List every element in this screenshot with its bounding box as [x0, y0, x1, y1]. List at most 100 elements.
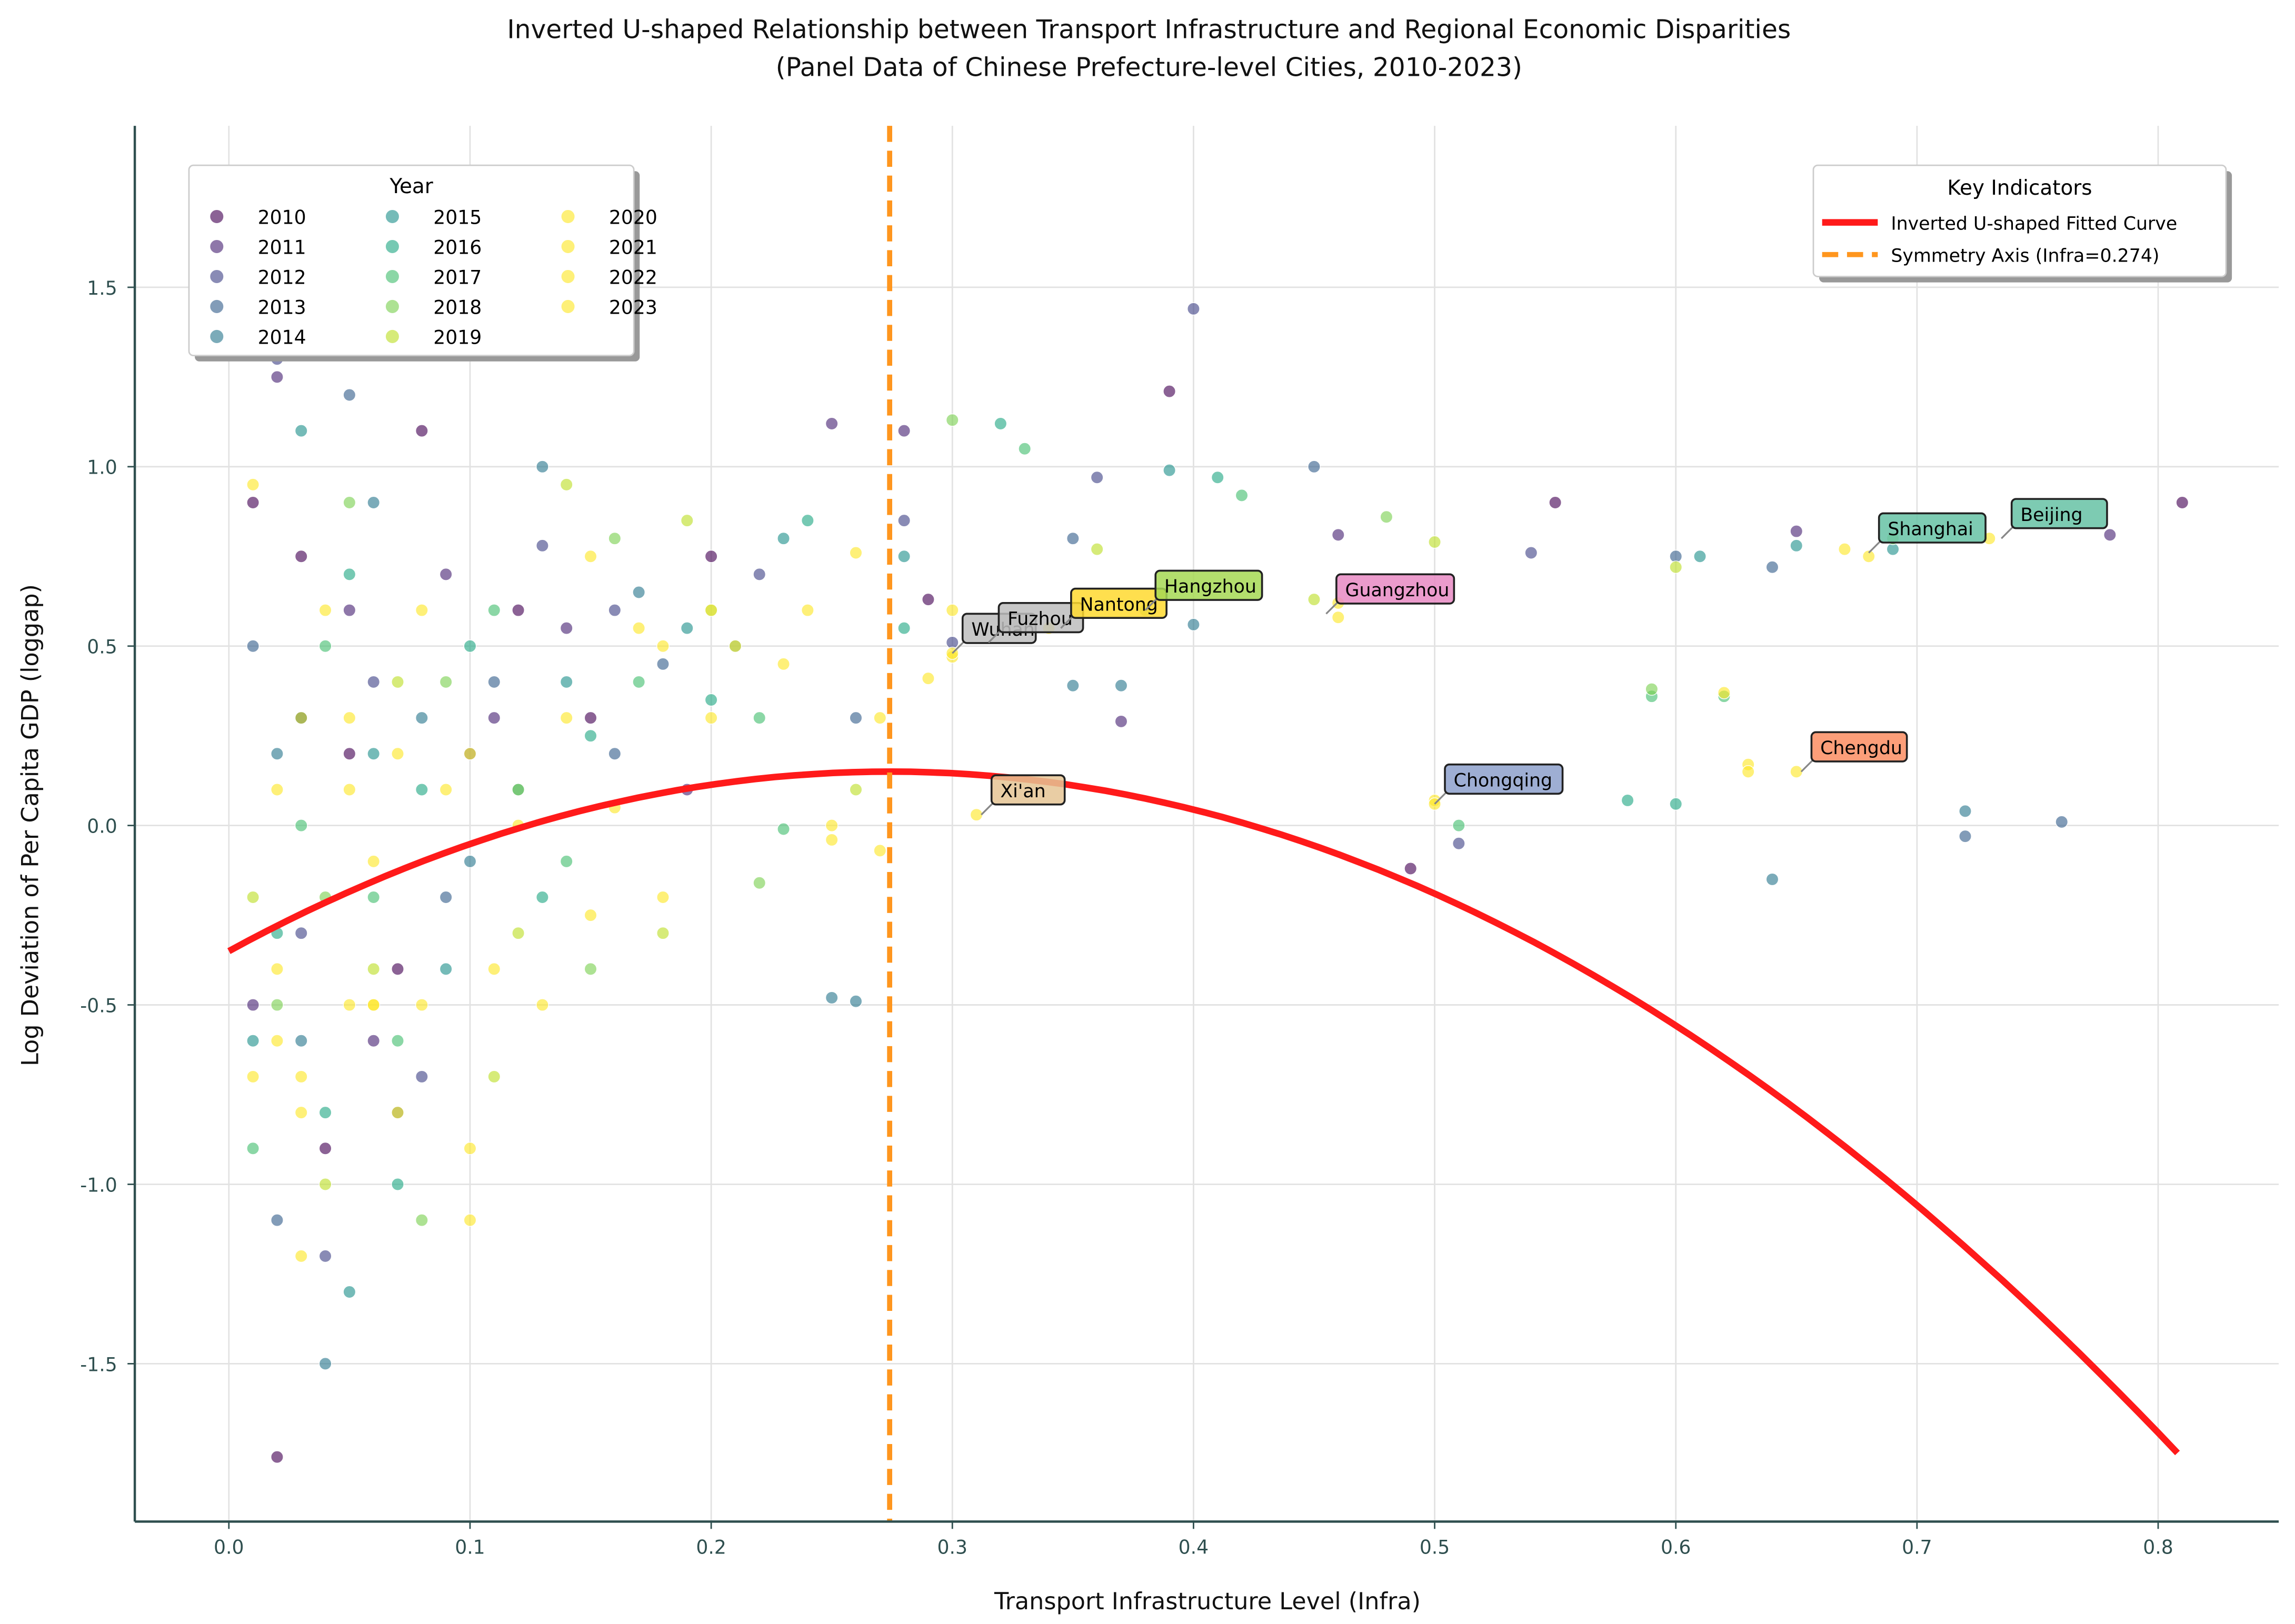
point-2011	[825, 417, 839, 430]
point-2021	[415, 998, 428, 1011]
point-2010	[246, 496, 260, 509]
legend-label-2023: 2023	[609, 296, 657, 318]
annotation-nantong: Nantong	[1060, 587, 1168, 629]
point-2023	[584, 549, 597, 563]
point-2014	[536, 460, 549, 474]
legend-marker-2011	[210, 239, 224, 253]
point-2020	[391, 747, 404, 760]
x-tick-label: 0.6	[1661, 1536, 1691, 1559]
point-2014	[367, 496, 381, 509]
point-2010	[704, 549, 718, 563]
point-2013	[271, 1214, 284, 1227]
key-legend-title: Key Indicators	[1947, 176, 2092, 200]
legend-label-2014: 2014	[258, 326, 306, 348]
point-2017	[632, 675, 646, 689]
point-2017	[294, 819, 308, 833]
point-2013	[1765, 560, 1779, 574]
point-2015	[897, 549, 911, 563]
legend-label-2021: 2021	[609, 236, 657, 258]
legend-marker-2014	[210, 329, 224, 343]
point-2011	[367, 1034, 381, 1048]
point-2017	[1018, 442, 1032, 456]
legend-frame	[1812, 164, 2227, 277]
legend-marker-2015	[385, 209, 399, 223]
y-tick-label: 0.5	[87, 636, 117, 658]
point-2020	[294, 1106, 308, 1119]
point-2020	[1717, 686, 1731, 699]
point-2015	[439, 963, 453, 976]
annotation-arrow	[981, 802, 994, 816]
annotation-label: Beijing	[2020, 505, 2082, 526]
point-2010	[1163, 385, 1176, 398]
legend-marker-2018	[385, 299, 399, 313]
annotation-hangzhou: Hangzhou	[1144, 569, 1263, 611]
point-2010	[2176, 496, 2189, 509]
point-2013	[2055, 815, 2069, 829]
point-2021	[656, 639, 670, 653]
point-2012	[1452, 837, 1465, 850]
point-2022	[729, 639, 742, 653]
point-2023	[343, 783, 356, 796]
legend-marker-2021	[561, 239, 575, 253]
point-2012	[367, 675, 381, 689]
annotation-box	[1878, 512, 1987, 544]
annotation-arrow	[952, 640, 965, 654]
legend-label-2017: 2017	[433, 266, 482, 288]
point-2020	[922, 671, 935, 685]
legend-marker-2023	[561, 299, 575, 313]
point-2019	[246, 890, 260, 904]
legend-marker-2017	[385, 269, 399, 283]
point-2021	[367, 855, 381, 868]
point-2013	[439, 890, 453, 904]
point-2013	[656, 657, 670, 671]
point-2010	[1404, 862, 1418, 875]
point-2021	[801, 604, 814, 617]
point-2020	[777, 657, 790, 671]
point-2017	[391, 1034, 404, 1048]
point-2011	[897, 424, 911, 438]
point-2020	[271, 783, 284, 796]
point-2012	[897, 514, 911, 527]
point-2012	[608, 604, 622, 617]
annotation-chengdu: Chengdu	[1800, 731, 1908, 773]
point-2017	[246, 1141, 260, 1155]
point-2023	[1790, 765, 1803, 778]
annotation-box	[1444, 763, 1564, 795]
point-2015	[680, 621, 694, 635]
legend-label-2018: 2018	[433, 296, 482, 318]
legend-label-2022: 2022	[609, 266, 657, 288]
point-2012	[753, 568, 766, 581]
point-2013	[849, 711, 863, 725]
point-2012	[1187, 302, 1200, 316]
annotation-arrow	[987, 630, 1001, 644]
point-2017	[367, 890, 381, 904]
point-2012	[1090, 470, 1104, 484]
point-2019	[318, 1178, 332, 1191]
point-2022	[439, 783, 453, 796]
x-tick-label: 0.2	[696, 1536, 726, 1559]
point-2022	[271, 1034, 284, 1048]
point-2021	[584, 908, 597, 922]
x-tick-label: 0.5	[1420, 1536, 1450, 1559]
fitted-curve	[227, 768, 2180, 1456]
legend-marker-2020	[561, 209, 575, 223]
point-2022	[1862, 549, 1875, 563]
point-2019	[680, 514, 694, 527]
point-2017	[753, 711, 766, 725]
x-axis-label: Transport Infrastructure Level (Infra)	[994, 1588, 1421, 1615]
point-2016	[704, 693, 718, 707]
point-2012	[415, 1070, 428, 1084]
annotation-chongqing: Chongqing	[1434, 763, 1564, 805]
point-2021	[271, 963, 284, 976]
legend-label-2010: 2010	[258, 206, 306, 228]
point-2013	[608, 747, 622, 760]
point-2019	[849, 783, 863, 796]
legend-label-2020: 2020	[609, 206, 657, 228]
point-2016	[391, 1178, 404, 1191]
point-2012	[536, 539, 549, 553]
point-2017	[777, 823, 790, 836]
point-2020	[1838, 543, 1851, 556]
point-2023	[463, 1214, 477, 1227]
annotation-arrow	[2001, 526, 2014, 539]
